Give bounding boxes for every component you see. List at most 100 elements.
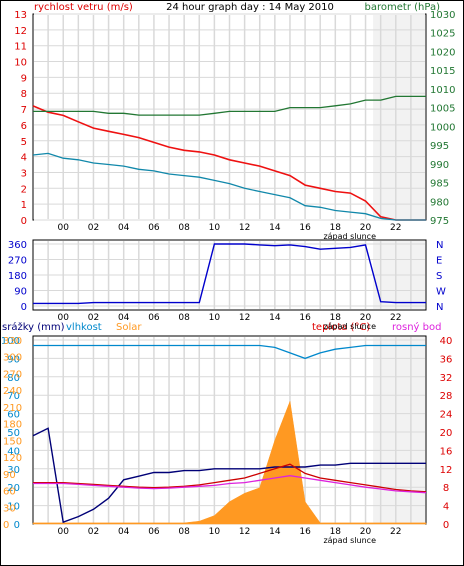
baro-tick-label: 985: [430, 179, 449, 190]
x-tick-label: 08: [178, 223, 190, 233]
x-tick-label: 08: [178, 527, 190, 537]
baro-tick-label: 975: [430, 216, 449, 227]
compass-tick-label: E: [436, 256, 442, 267]
sunset-shade: [373, 15, 425, 219]
baro-tick-label: 995: [430, 141, 449, 152]
wind-tick-label: 1: [21, 200, 27, 211]
x-tick-label: 00: [58, 223, 70, 233]
temp-tick-label: 40: [440, 336, 453, 347]
x-tick-label: 16: [299, 313, 311, 323]
wind-tick-label: 0: [21, 216, 27, 227]
baro-tick-label: 1025: [430, 29, 455, 40]
x-tick-label: 02: [88, 223, 99, 233]
x-tick-label: 20: [360, 313, 372, 323]
wind-tick-label: 4: [21, 153, 27, 164]
x-tick-label: 22: [390, 313, 401, 323]
x-tick-label: 06: [148, 313, 160, 323]
humidity-tick-label: 60: [7, 410, 20, 421]
x-tick-label: 16: [299, 223, 311, 233]
legend-rain: srážky (mm): [2, 321, 65, 333]
solar-tick-label: 150: [3, 436, 22, 447]
dir-tick-label: 360: [8, 240, 27, 251]
wind-tick-label: 6: [21, 121, 27, 132]
baro-tick-label: 1020: [430, 47, 455, 58]
dir-tick-label: 180: [8, 271, 27, 282]
baro-tick-label: 1030: [430, 10, 455, 21]
x-tick-label: 04: [118, 313, 130, 323]
baro-tick-label: 980: [430, 197, 449, 208]
dir-tick-label: 0: [21, 302, 27, 313]
humidity-tick-label: 40: [7, 446, 20, 457]
temp-tick-label: 32: [440, 373, 453, 384]
wind-tick-label: 7: [21, 105, 27, 116]
temp-tick-label: 24: [440, 410, 453, 421]
wind-tick-label: 3: [21, 168, 27, 179]
wind-tick-label: 11: [14, 42, 27, 53]
legend-solar: Solar: [116, 322, 142, 333]
temp-tick-label: 20: [440, 428, 453, 439]
sunset-label: západ slunce: [323, 536, 376, 545]
humidity-tick-label: 70: [7, 391, 20, 402]
baro-series-line: [33, 95, 426, 116]
baro-tick-label: 1000: [430, 122, 455, 133]
solar-tick-label: 240: [3, 386, 22, 397]
wind-tick-label: 12: [14, 26, 27, 37]
compass-tick-label: W: [436, 287, 446, 298]
temp-tick-label: 0: [443, 520, 449, 531]
dir-tick-label: 90: [14, 287, 27, 298]
humidity-tick-label: 90: [7, 354, 20, 365]
wind-tick-label: 2: [21, 184, 27, 195]
temp-tick-label: 8: [443, 483, 449, 494]
solar-tick-label: 330: [3, 336, 22, 347]
x-tick-label: 04: [118, 527, 130, 537]
x-tick-label: 12: [239, 313, 250, 323]
solar-tick-label: 270: [3, 369, 22, 380]
x-tick-label: 00: [58, 527, 70, 537]
sunset-label: západ slunce: [323, 232, 376, 241]
x-tick-label: 14: [269, 527, 281, 537]
baro-tick-label: 1010: [430, 85, 455, 96]
temp-tick-label: 12: [440, 465, 453, 476]
dir-series-line: [33, 243, 426, 305]
legend-temp: teplota (°C): [312, 322, 370, 333]
legend-humidity: vlhkost: [66, 322, 102, 333]
baro-tick-label: 1015: [430, 66, 455, 77]
x-tick-label: 12: [239, 223, 250, 233]
x-tick-label: 10: [209, 223, 221, 233]
wind-tick-label: 13: [14, 10, 27, 21]
temp-series-line: [33, 463, 427, 493]
x-tick-label: 14: [269, 313, 281, 323]
baro-tick-label: 1005: [430, 104, 455, 115]
solar-tick-label: 120: [3, 453, 22, 464]
humidity-tick-label: 10: [7, 502, 20, 513]
solar-tick-label: 300: [3, 353, 22, 364]
x-tick-label: 20: [360, 223, 372, 233]
wind-tick-label: 10: [14, 58, 27, 69]
x-tick-label: 12: [239, 527, 250, 537]
humidity-tick-label: 80: [7, 373, 20, 384]
x-tick-label: 06: [148, 527, 160, 537]
baro-tick-label: 990: [430, 160, 449, 171]
x-tick-label: 22: [390, 223, 401, 233]
compass-tick-label: N: [436, 302, 443, 313]
wind-tick-label: 5: [21, 137, 27, 148]
humidity-tick-label: 20: [7, 483, 20, 494]
rain-series-line: [32, 427, 426, 524]
solar-tick-label: 90: [3, 470, 16, 481]
x-tick-label: 02: [88, 527, 99, 537]
x-tick-label: 18: [330, 223, 342, 233]
x-tick-label: 08: [178, 313, 190, 323]
humidity-series-line: [33, 344, 426, 360]
temp-tick-label: 36: [440, 354, 453, 365]
wind-axis-title: rychlost vetru (m/s): [34, 2, 133, 13]
x-tick-label: 02: [88, 313, 99, 323]
wind-tick-label: 8: [21, 89, 27, 100]
x-tick-label: 06: [148, 223, 160, 233]
dir-tick-label: 270: [8, 256, 27, 267]
temp-tick-label: 4: [443, 502, 449, 513]
solar-tick-label: 60: [3, 487, 16, 498]
humidity-tick-label: 0: [14, 520, 20, 531]
x-tick-label: 10: [209, 313, 221, 323]
chart-title: 24 hour graph day : 14 May 2010: [166, 2, 334, 13]
